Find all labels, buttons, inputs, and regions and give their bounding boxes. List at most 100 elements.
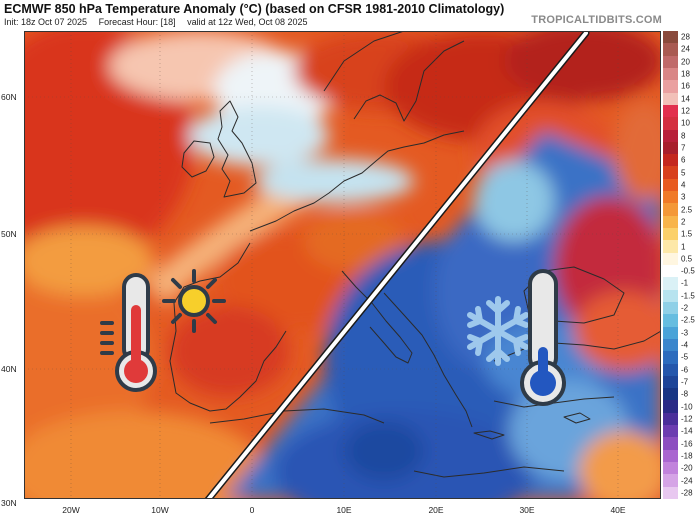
colorbar-label: 2.5 (681, 205, 693, 215)
valid-time: valid at 12z Wed, Oct 08 2025 (187, 17, 308, 27)
colorbar-label: -6 (681, 365, 689, 375)
lat-label-30n: 30N (1, 498, 17, 508)
colorbar-cell (663, 240, 678, 254)
thermometer-cold-icon (520, 269, 566, 406)
colorbar-cell (663, 31, 678, 44)
coast-balkans (383, 292, 473, 428)
coast-continent (249, 130, 465, 232)
thermometer-hot-icon (100, 273, 157, 392)
coast-scandinavia (323, 31, 465, 122)
coast-crete (473, 430, 505, 440)
colorbar-label: 7 (681, 143, 686, 153)
colorbar-label: -1 (681, 278, 689, 288)
colorbar-cell (663, 55, 678, 69)
coast-cyprus (563, 412, 591, 424)
colorbar-label: 3 (681, 192, 686, 202)
colorbar-label: 1.5 (681, 229, 693, 239)
colorbar-label: 28 (681, 32, 690, 42)
forecast-hour: Forecast Hour: [18] (98, 17, 176, 27)
colorbar-cell (663, 301, 678, 315)
colorbar-label: -3 (681, 328, 689, 338)
colorbar-cell (663, 326, 678, 340)
colorbar-cell (663, 154, 678, 167)
colorbar-label: 16 (681, 81, 690, 91)
colorbar-cell (663, 129, 678, 143)
colorbar-cell (663, 203, 678, 217)
colorbar-label: 8 (681, 131, 686, 141)
colorbar-label: 1 (681, 242, 686, 252)
sun-icon (162, 269, 226, 333)
colorbar-cell (663, 67, 678, 81)
colorbar-cell (663, 338, 678, 352)
colorbar-label: 12 (681, 106, 690, 116)
colorbar-cell (663, 400, 678, 414)
coast-ireland (181, 140, 215, 178)
colorbar-label: -14 (681, 426, 693, 436)
colorbar-label: -8 (681, 389, 689, 399)
coastlines (169, 31, 661, 478)
colorbar-cell (663, 388, 678, 401)
colorbar (663, 31, 678, 500)
colorbar-label: -28 (681, 488, 693, 498)
colorbar-label: -7 (681, 377, 689, 387)
colorbar-label: 2 (681, 217, 686, 227)
colorbar-cell (663, 375, 678, 389)
colorbar-cell (663, 252, 678, 266)
colorbar-label: 0.5 (681, 254, 693, 264)
colorbar-cell (663, 178, 678, 192)
colorbar-cell (663, 351, 678, 365)
colorbar-label: -2.5 (681, 315, 695, 325)
colorbar-label: -2 (681, 303, 689, 313)
colorbar-label: -5 (681, 352, 689, 362)
colorbar-label: 20 (681, 57, 690, 67)
colorbar-cell (663, 43, 678, 57)
colorbar-label: 14 (681, 94, 690, 104)
colorbar-cell (663, 462, 678, 475)
coast-britain (217, 100, 257, 198)
colorbar-cell (663, 425, 678, 438)
lat-label-60n: 60N (1, 92, 17, 102)
colorbar-cell (663, 228, 678, 241)
colorbar-cell (663, 92, 678, 106)
colorbar-label: -4 (681, 340, 689, 350)
colorbar-label: -1.5 (681, 291, 695, 301)
colorbar-cell (663, 289, 678, 303)
colorbar-cell (663, 277, 678, 291)
colorbar-cell (663, 80, 678, 94)
colorbar-label: 18 (681, 69, 690, 79)
colorbar-label: 10 (681, 118, 690, 128)
lon-label-10e: 10E (336, 505, 352, 515)
colorbar-cell (663, 486, 678, 500)
coast-italy (341, 270, 413, 364)
colorbar-label: -24 (681, 476, 693, 486)
lon-label-40e: 40E (610, 505, 626, 515)
site-watermark: TROPICALTIDBITS.COM (531, 14, 662, 26)
colorbar-label: -20 (681, 463, 693, 473)
colorbar-label: -10 (681, 402, 693, 412)
snowflake-icon (467, 296, 529, 366)
anomaly-shading (24, 31, 661, 499)
colorbar-cell (663, 449, 678, 463)
colorbar-label: -16 (681, 439, 693, 449)
lon-label-10w: 10W (151, 505, 169, 515)
colorbar-cell (663, 166, 678, 180)
run-info: Init: 18z Oct 07 2025 Forecast Hour: [18… (4, 17, 317, 27)
lat-label-40n: 40N (1, 364, 17, 374)
colorbar-label: 24 (681, 44, 690, 54)
coast-iberia (169, 242, 287, 412)
colorbar-cell (663, 117, 678, 131)
map-title: ECMWF 850 hPa Temperature Anomaly (°C) (… (4, 2, 505, 16)
lat-label-50n: 50N (1, 229, 17, 239)
colorbar-cell (663, 314, 678, 328)
colorbar-label: 4 (681, 180, 686, 190)
anomaly-map (24, 31, 661, 499)
colorbar-cell (663, 412, 678, 426)
colorbar-cell (663, 104, 678, 118)
colorbar-cell (663, 141, 678, 155)
colorbar-cell (663, 265, 678, 278)
colorbar-label: -18 (681, 451, 693, 461)
coast-africa (209, 408, 565, 478)
init-time: Init: 18z Oct 07 2025 (4, 17, 88, 27)
header: ECMWF 850 hPa Temperature Anomaly (°C) (… (0, 0, 700, 30)
divider-line (204, 31, 590, 499)
